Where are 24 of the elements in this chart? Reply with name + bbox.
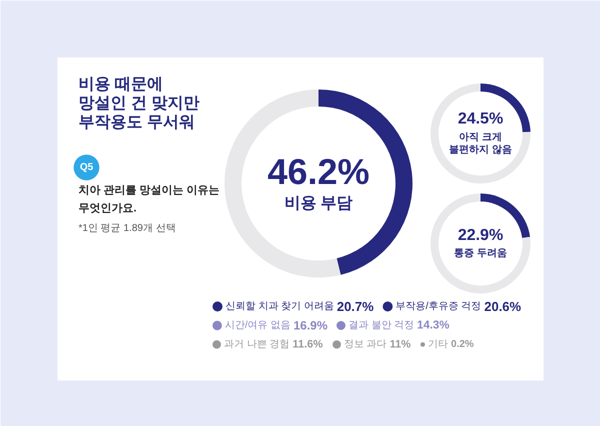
data-label: 11% (390, 338, 412, 350)
slice-label: 비용 부담 (284, 195, 353, 212)
data-label: 24.5% (458, 110, 504, 128)
text: 비용 때문에 망설인 건 맞지만 부작용도 무서워 (78, 76, 200, 131)
text: Q5 (80, 162, 94, 173)
category-label: 기타 (428, 339, 448, 350)
category-label: 신뢰할 치과 찾기 어려움 (226, 301, 334, 312)
data-label: 20.7% (336, 299, 374, 314)
data-label: 11.6% (292, 338, 324, 350)
data-label: 0.2% (451, 339, 474, 350)
data-label: 20.6% (484, 299, 522, 314)
category-label: 결과 불안 걱정 (348, 320, 414, 331)
category-label: 부작용/후유증 걱정 (396, 301, 482, 312)
text: *1인 평균 1.89개 선택 (78, 223, 176, 234)
text: 치아 관리를 망설이는 이유는 무엇인가요. (78, 184, 220, 214)
data-label: 16.9% (293, 318, 328, 332)
category-label: 과거 나쁜 경험 (224, 339, 290, 350)
slice-label: 통증 두려움 (454, 248, 507, 259)
data-label: 14.3% (417, 320, 450, 332)
category-label: 시간/여유 없음 (224, 320, 290, 331)
data-label: 46.2% (267, 151, 370, 192)
slice-label: 아직 크게 불편하지 않음 (449, 132, 512, 156)
data-label: 22.9% (458, 226, 504, 244)
category-label: 정보 과다 (344, 339, 387, 350)
